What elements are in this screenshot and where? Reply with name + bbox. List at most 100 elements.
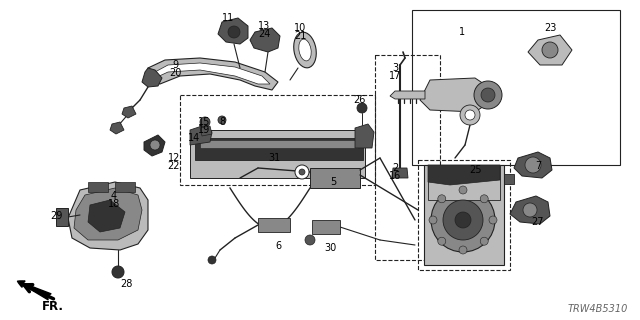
Polygon shape [250, 28, 280, 52]
Circle shape [474, 81, 502, 109]
Bar [424, 165, 504, 265]
Polygon shape [528, 35, 572, 65]
Text: 23: 23 [544, 23, 556, 33]
Circle shape [489, 216, 497, 224]
Circle shape [200, 117, 210, 127]
Text: 6: 6 [275, 241, 281, 251]
Circle shape [218, 116, 226, 124]
Text: 27: 27 [532, 217, 544, 227]
Text: 17: 17 [389, 71, 401, 81]
Circle shape [525, 157, 541, 173]
Text: 13: 13 [258, 21, 270, 31]
Text: 4: 4 [111, 191, 117, 201]
Text: 15: 15 [198, 117, 210, 127]
Bar [310, 168, 360, 188]
Polygon shape [144, 135, 165, 156]
Text: 25: 25 [470, 165, 483, 175]
Bar [258, 218, 290, 232]
Circle shape [455, 212, 471, 228]
Text: 31: 31 [268, 153, 280, 163]
Polygon shape [74, 188, 142, 240]
Bar [412, 10, 620, 165]
Text: 19: 19 [198, 125, 210, 135]
Polygon shape [428, 165, 500, 185]
Text: 11: 11 [222, 13, 234, 23]
Circle shape [305, 235, 315, 245]
Text: 1: 1 [459, 27, 465, 37]
Text: 14: 14 [188, 133, 200, 143]
Bar [312, 220, 340, 234]
Text: 28: 28 [120, 279, 132, 289]
Polygon shape [390, 91, 425, 99]
Circle shape [208, 256, 216, 264]
Polygon shape [148, 58, 278, 90]
Text: 5: 5 [330, 177, 336, 187]
Circle shape [150, 140, 160, 150]
Bar [56, 208, 68, 226]
Polygon shape [122, 106, 136, 118]
Text: 24: 24 [258, 29, 270, 39]
Ellipse shape [294, 32, 316, 68]
Circle shape [481, 88, 495, 102]
Text: 26: 26 [353, 95, 365, 105]
Polygon shape [155, 63, 270, 84]
Circle shape [465, 110, 475, 120]
Circle shape [299, 169, 305, 175]
Circle shape [480, 195, 488, 203]
Circle shape [443, 200, 483, 240]
Circle shape [459, 186, 467, 194]
Text: 8: 8 [219, 117, 225, 127]
Text: 9: 9 [172, 60, 178, 70]
Circle shape [429, 216, 437, 224]
Circle shape [295, 165, 309, 179]
Ellipse shape [299, 39, 311, 61]
Polygon shape [392, 168, 408, 178]
Polygon shape [142, 68, 162, 87]
Bar [200, 140, 358, 148]
Circle shape [228, 26, 240, 38]
Bar [190, 130, 365, 178]
Bar [375, 55, 440, 260]
Text: 30: 30 [324, 243, 336, 253]
Circle shape [431, 188, 495, 252]
Polygon shape [110, 122, 124, 134]
Polygon shape [218, 18, 248, 44]
Text: 21: 21 [294, 31, 306, 41]
Polygon shape [68, 182, 148, 250]
Polygon shape [88, 200, 125, 232]
Text: 20: 20 [169, 68, 181, 78]
Circle shape [357, 103, 367, 113]
Bar [504, 174, 514, 184]
Bar [195, 138, 363, 160]
Circle shape [438, 237, 446, 245]
Bar [418, 160, 510, 270]
Circle shape [460, 105, 480, 125]
Polygon shape [355, 124, 374, 148]
Text: TRW4B5310: TRW4B5310 [568, 304, 628, 314]
Text: 7: 7 [535, 161, 541, 171]
Circle shape [523, 203, 537, 217]
Text: FR.: FR. [42, 300, 64, 313]
Bar [88, 182, 108, 192]
Polygon shape [420, 78, 490, 112]
Bar [180, 95, 375, 185]
Circle shape [112, 266, 124, 278]
Circle shape [480, 237, 488, 245]
Bar [428, 165, 500, 200]
Circle shape [459, 246, 467, 254]
Text: 12: 12 [168, 153, 180, 163]
Text: 3: 3 [392, 63, 398, 73]
Text: 29: 29 [50, 211, 62, 221]
Polygon shape [510, 196, 550, 224]
Text: 22: 22 [168, 161, 180, 171]
Polygon shape [514, 152, 552, 178]
Circle shape [542, 42, 558, 58]
Text: 10: 10 [294, 23, 306, 33]
Text: 18: 18 [108, 199, 120, 209]
Text: 2: 2 [392, 163, 398, 173]
Text: 16: 16 [389, 171, 401, 181]
Bar [115, 182, 135, 192]
Polygon shape [200, 126, 212, 136]
Circle shape [438, 195, 446, 203]
Polygon shape [190, 125, 212, 145]
